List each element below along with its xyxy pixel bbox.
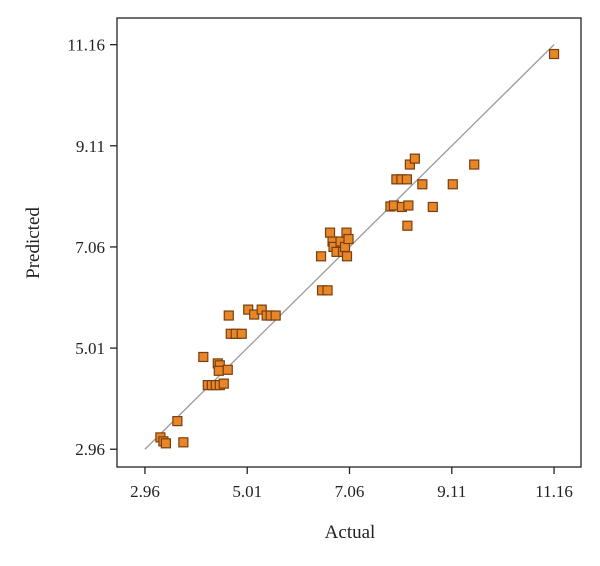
- data-point: [402, 220, 413, 231]
- data-point: [409, 153, 420, 164]
- data-points: [155, 48, 560, 449]
- data-point: [172, 416, 183, 427]
- data-point: [548, 48, 560, 60]
- data-point: [417, 179, 428, 190]
- x-tick-label: 2.96: [130, 482, 160, 501]
- data-point: [236, 328, 247, 339]
- x-tick-label: 9.11: [437, 482, 466, 501]
- data-point: [427, 201, 438, 213]
- data-point: [403, 200, 414, 211]
- y-tick-label: 2.96: [75, 440, 105, 459]
- data-point: [160, 438, 171, 449]
- data-point: [401, 174, 412, 185]
- data-point: [222, 364, 233, 375]
- data-point: [315, 251, 327, 262]
- data-point: [270, 310, 281, 321]
- data-point: [178, 437, 189, 448]
- data-point: [447, 179, 458, 190]
- x-axis-label: Actual: [325, 522, 376, 543]
- x-tick-label: 11.16: [535, 482, 573, 501]
- y-tick-label: 9.11: [76, 137, 105, 156]
- y-axis-label: Predicted: [23, 207, 44, 279]
- y-tick-label: 7.06: [75, 238, 105, 257]
- data-point: [213, 365, 224, 376]
- x-tick-label: 7.06: [335, 482, 365, 501]
- data-point: [198, 351, 209, 363]
- data-point: [469, 159, 480, 170]
- data-point: [324, 227, 336, 238]
- data-point: [322, 285, 333, 296]
- data-point: [343, 233, 354, 245]
- data-point: [223, 310, 234, 321]
- y-axis-ticks: 2.96 5.01 7.06 9.11 11.16: [67, 36, 117, 459]
- y-tick-label: 11.16: [67, 36, 105, 55]
- data-point: [341, 251, 353, 262]
- x-tick-label: 5.01: [232, 482, 262, 501]
- x-axis-ticks: 2.96 5.01 7.06 9.11 11.16: [130, 467, 573, 501]
- data-point: [218, 378, 229, 389]
- y-tick-label: 5.01: [75, 339, 105, 358]
